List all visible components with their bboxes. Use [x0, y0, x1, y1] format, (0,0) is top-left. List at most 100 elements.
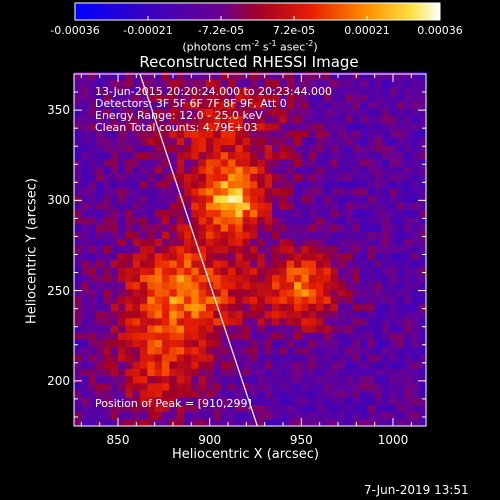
- heatmap-cell: [279, 259, 288, 268]
- heatmap-cell: [162, 86, 170, 95]
- heatmap-cell: [96, 86, 104, 95]
- heatmap-cell: [250, 144, 258, 153]
- heatmap-cell: [220, 389, 229, 398]
- heatmap-cell: [206, 303, 214, 312]
- heatmap-cell: [360, 158, 368, 167]
- heatmap-cell: [279, 274, 288, 283]
- heatmap-cell: [176, 151, 185, 160]
- heatmap-cell: [404, 101, 412, 109]
- heatmap-cell: [396, 173, 405, 182]
- heatmap-cell: [308, 166, 317, 174]
- heatmap-cell: [338, 288, 346, 297]
- heatmap-cell: [132, 281, 141, 290]
- heatmap-cell: [162, 194, 170, 203]
- heatmap-cell: [374, 151, 383, 160]
- heatmap-cell: [323, 411, 332, 420]
- heatmap-cell: [132, 361, 141, 369]
- heatmap-cell: [162, 166, 170, 174]
- heatmap-cell: [132, 86, 141, 95]
- heatmap-cell: [389, 353, 398, 362]
- heatmap-cell: [176, 346, 185, 355]
- heatmap-cell: [294, 180, 302, 189]
- heatmap-cell: [308, 274, 317, 283]
- heatmap-cell: [330, 144, 339, 153]
- heatmap-cell: [125, 346, 134, 355]
- heatmap-cell: [382, 209, 390, 218]
- heatmap-cell: [264, 317, 273, 326]
- heatmap-cell: [257, 274, 266, 283]
- heatmap-cell: [96, 267, 104, 275]
- heatmap-cell: [272, 122, 280, 131]
- heatmap-cell: [96, 93, 104, 102]
- heatmap-cell: [169, 296, 178, 304]
- heatmap-cell: [96, 281, 104, 290]
- heatmap-cell: [257, 418, 266, 427]
- heatmap-cell: [272, 173, 280, 182]
- heatmap-cell: [103, 238, 112, 247]
- heatmap-cell: [88, 303, 97, 312]
- heatmap-cell: [345, 361, 354, 369]
- heatmap-cell: [330, 187, 339, 196]
- heatmap-cell: [286, 332, 295, 340]
- heatmap-cell: [96, 368, 104, 377]
- heatmap-cell: [118, 122, 126, 131]
- heatmap-cell: [213, 79, 222, 88]
- heatmap-cell: [279, 231, 288, 239]
- heatmap-cell: [301, 397, 310, 405]
- heatmap-cell: [352, 303, 361, 312]
- heatmap-cell: [191, 245, 200, 254]
- heatmap-cell: [110, 209, 119, 218]
- heatmap-cell: [250, 332, 258, 340]
- heatmap-cell: [103, 108, 112, 117]
- heatmap-cell: [191, 216, 200, 225]
- heatmap-cell: [191, 122, 200, 131]
- heatmap-cell: [154, 151, 163, 160]
- heatmap-cell: [220, 101, 229, 109]
- heatmap-cell: [118, 151, 126, 160]
- heatmap-cell: [198, 368, 207, 377]
- heatmap-cell: [374, 339, 383, 348]
- heatmap-cell: [389, 411, 398, 420]
- heatmap-cell: [74, 310, 82, 319]
- heatmap-cell: [125, 361, 134, 369]
- heatmap-cell: [132, 166, 141, 174]
- heatmap-cell: [301, 389, 310, 398]
- heatmap-cell: [301, 274, 310, 283]
- heatmap-cell: [389, 324, 398, 333]
- heatmap-cell: [140, 353, 148, 362]
- heatmap-cell: [396, 180, 405, 189]
- heatmap-cell: [272, 93, 280, 102]
- heatmap-cell: [110, 303, 119, 312]
- heatmap-cell: [360, 86, 368, 95]
- heatmap-cell: [352, 245, 361, 254]
- heatmap-cell: [352, 281, 361, 290]
- heatmap-cell: [418, 245, 427, 254]
- heatmap-cell: [294, 144, 302, 153]
- heatmap-cell: [176, 129, 185, 138]
- heatmap-cell: [316, 317, 324, 326]
- heatmap-cell: [103, 93, 112, 102]
- heatmap-cell: [374, 238, 383, 247]
- heatmap-cell: [74, 158, 82, 167]
- heatmap-cell: [308, 129, 317, 138]
- heatmap-cell: [213, 129, 222, 138]
- heatmap-cell: [147, 72, 156, 81]
- heatmap-cell: [74, 202, 82, 210]
- heatmap-cell: [360, 281, 368, 290]
- heatmap-cell: [220, 353, 229, 362]
- heatmap-cell: [301, 223, 310, 232]
- heatmap-cell: [367, 122, 376, 131]
- heatmap-cell: [338, 324, 346, 333]
- heatmap-cell: [338, 137, 346, 145]
- heatmap-cell: [301, 346, 310, 355]
- heatmap-cell: [228, 238, 236, 247]
- heatmap-cell: [118, 317, 126, 326]
- heatmap-cell: [140, 310, 148, 319]
- heatmap-cell: [118, 418, 126, 427]
- heatmap-cell: [330, 72, 339, 81]
- heatmap-cell: [118, 158, 126, 167]
- heatmap-cell: [213, 72, 222, 81]
- heatmap-cell: [74, 194, 82, 203]
- heatmap-cell: [110, 346, 119, 355]
- heatmap-cell: [140, 375, 148, 384]
